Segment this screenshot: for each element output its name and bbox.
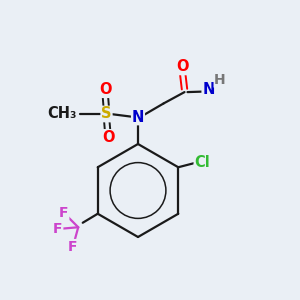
Text: N: N <box>202 82 215 97</box>
Text: H: H <box>214 73 226 87</box>
Text: O: O <box>99 82 111 97</box>
Text: F: F <box>53 222 63 236</box>
Text: S: S <box>101 106 112 122</box>
Text: CH₃: CH₃ <box>48 106 77 122</box>
Text: F: F <box>68 240 78 254</box>
Text: O: O <box>176 59 188 74</box>
Text: N: N <box>132 110 144 124</box>
Text: O: O <box>102 130 114 145</box>
Text: F: F <box>59 206 69 220</box>
Text: Cl: Cl <box>194 155 210 170</box>
